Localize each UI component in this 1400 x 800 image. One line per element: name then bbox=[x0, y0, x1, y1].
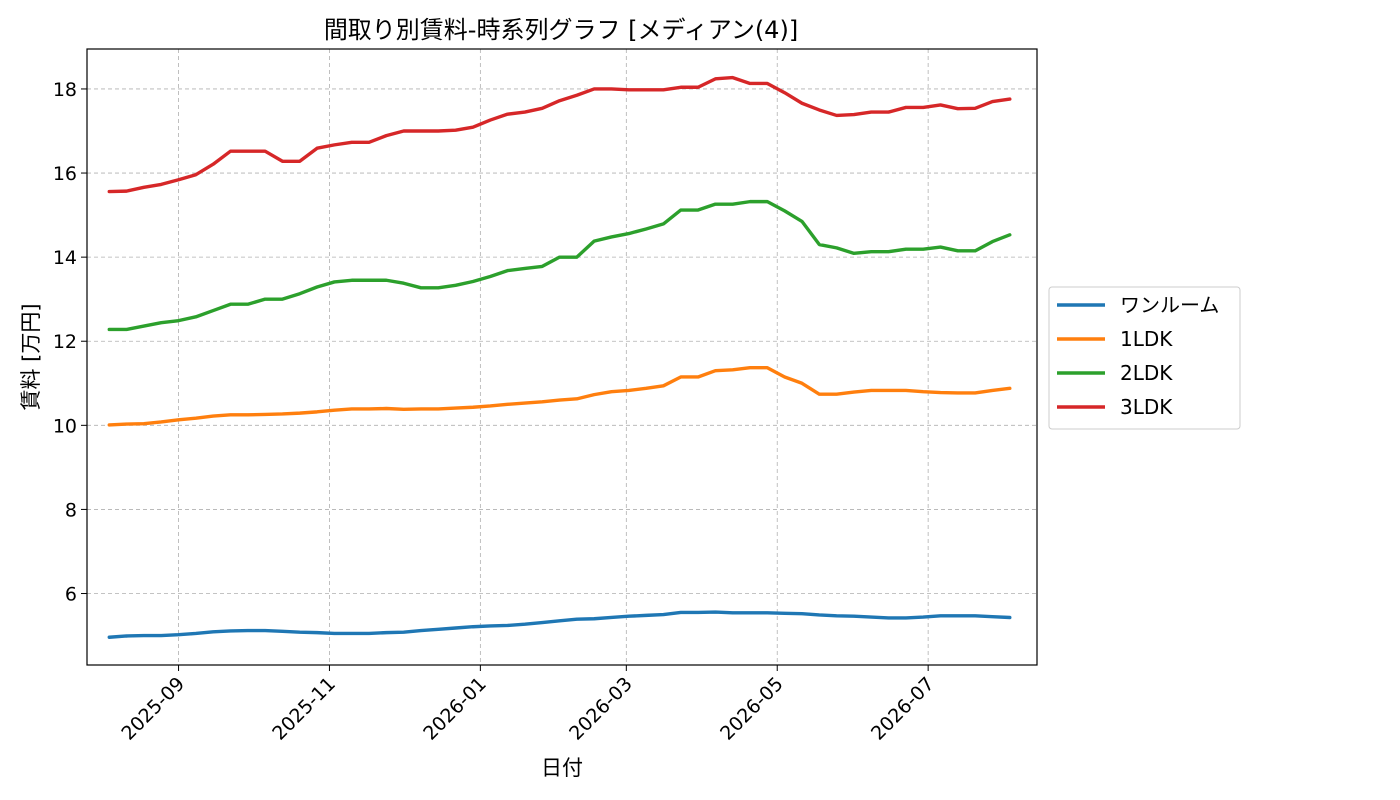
y-axis-label: 賃料 [万円] bbox=[19, 303, 43, 410]
plot-frame bbox=[86, 48, 1038, 666]
y-axis-ticks: 6 8 10 12 14 16 18 bbox=[53, 79, 87, 606]
series-line-2 bbox=[107, 199, 1012, 332]
series-line-0 bbox=[107, 610, 1012, 639]
legend-label: 1LDK bbox=[1120, 327, 1173, 351]
grid bbox=[87, 49, 1037, 665]
legend: ワンルーム 1LDK 2LDK 3LDK bbox=[1048, 286, 1241, 430]
legend-label: 2LDK bbox=[1120, 361, 1173, 385]
legend-box bbox=[1048, 286, 1241, 430]
y-tick-label: 6 bbox=[65, 584, 77, 606]
y-tick-label: 8 bbox=[65, 499, 77, 521]
y-tick-label: 16 bbox=[53, 163, 77, 185]
series-line-1 bbox=[107, 366, 1012, 427]
y-tick-label: 18 bbox=[53, 79, 77, 101]
y-tick-label: 12 bbox=[53, 331, 77, 353]
y-tick-label: 10 bbox=[53, 415, 77, 437]
series-line-3 bbox=[107, 75, 1012, 194]
legend-label: 3LDK bbox=[1120, 395, 1173, 419]
x-axis-label: 日付 bbox=[541, 756, 583, 780]
chart-title: 間取り別賃料-時系列グラフ [メディアン(4)] bbox=[324, 16, 798, 44]
y-tick-label: 14 bbox=[53, 247, 77, 269]
legend-label: ワンルーム bbox=[1120, 293, 1219, 317]
series-lines bbox=[107, 75, 1012, 639]
